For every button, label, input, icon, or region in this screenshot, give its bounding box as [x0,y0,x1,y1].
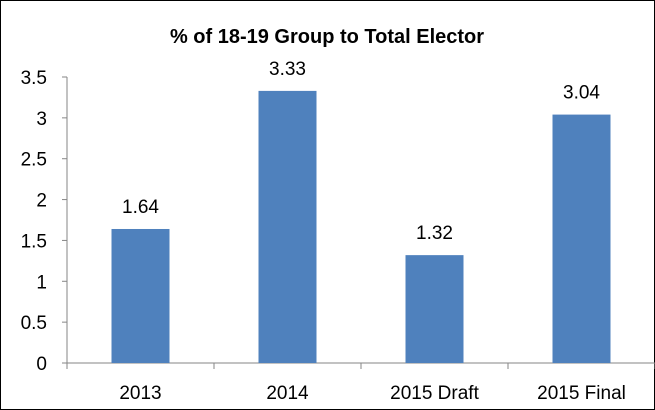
x-tick-label: 2015 Final [537,383,626,404]
y-tick-label: 1 [36,272,47,293]
bar-series [111,90,611,364]
bar-2013 [111,228,170,363]
y-tick-label: 0 [36,354,47,375]
y-tick-label: 2 [36,191,47,212]
data-label: 1.32 [416,223,453,244]
y-axis-ticks: 0 0.5 1 1.5 2 2.5 3 3.5 [21,68,67,375]
y-tick-label: 3 [36,109,47,130]
data-label: 3.33 [269,59,306,80]
x-tick-label: 2015 Draft [390,383,479,404]
y-tick-label: 0.5 [21,313,47,334]
y-tick-label: 1.5 [21,231,47,252]
x-axis-ticks: 2013 2014 2015 Draft 2015 Final [66,363,655,404]
x-tick-label: 2013 [119,383,161,404]
y-tick-label: 3.5 [21,68,47,89]
data-label: 3.04 [563,83,600,104]
chart-title: % of 18-19 Group to Total Elector [170,26,484,48]
data-label: 1.64 [122,197,159,218]
data-labels: 1.64 3.33 1.32 3.04 [122,59,600,244]
bar-2015-final [552,114,611,364]
y-tick-label: 2.5 [21,150,47,171]
bar-2014 [258,90,317,364]
bar-2015-draft [405,255,464,363]
x-tick-label: 2014 [266,383,309,404]
